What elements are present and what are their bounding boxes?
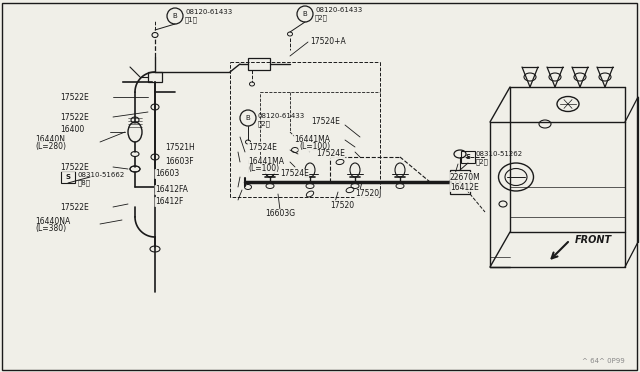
Text: 17522E: 17522E: [60, 202, 89, 212]
Text: (L=280): (L=280): [35, 141, 66, 151]
Text: 08310-51262: 08310-51262: [476, 151, 523, 157]
Text: B: B: [246, 115, 250, 121]
Text: 17521H: 17521H: [165, 144, 195, 153]
Text: 17522E: 17522E: [60, 112, 89, 122]
Text: ^ 64^ 0P99: ^ 64^ 0P99: [582, 358, 625, 364]
Text: 16441MA: 16441MA: [294, 135, 330, 144]
Text: S: S: [65, 174, 70, 180]
Bar: [61, 171, 75, 183]
Text: （2）: （2）: [258, 121, 271, 127]
Text: 17520J: 17520J: [355, 189, 381, 199]
Text: （2）: （2）: [315, 15, 328, 21]
Text: 17524E: 17524E: [316, 150, 345, 158]
Text: 17520: 17520: [330, 201, 354, 209]
Text: 16440N: 16440N: [35, 135, 65, 144]
Text: （2）: （2）: [476, 159, 489, 165]
Text: 16412E: 16412E: [450, 183, 479, 192]
Text: 08120-61433: 08120-61433: [258, 113, 305, 119]
Text: （1）: （1）: [185, 17, 198, 23]
Text: 17524E: 17524E: [280, 170, 309, 179]
Bar: [450, 170, 470, 194]
Bar: [248, 58, 270, 70]
Text: (L=100): (L=100): [248, 164, 279, 173]
Text: 16440NA: 16440NA: [35, 218, 70, 227]
Text: 16412F: 16412F: [155, 198, 184, 206]
Text: （8）: （8）: [78, 180, 91, 186]
Text: 16603G: 16603G: [265, 209, 295, 218]
Text: 16400: 16400: [60, 125, 84, 135]
Bar: [461, 151, 475, 163]
Text: 16603: 16603: [155, 170, 179, 179]
Text: B: B: [303, 11, 307, 17]
Text: 22670M: 22670M: [450, 173, 481, 182]
Text: FRONT: FRONT: [575, 235, 612, 245]
Text: 17522E: 17522E: [60, 93, 89, 102]
Text: 16412FA: 16412FA: [155, 186, 188, 195]
Text: 17520+A: 17520+A: [310, 38, 346, 46]
Text: 08310-51662: 08310-51662: [78, 172, 125, 178]
Text: 16441MA: 16441MA: [248, 157, 284, 167]
Text: 16603F: 16603F: [165, 157, 194, 167]
Text: S: S: [465, 154, 470, 160]
Text: 17524E: 17524E: [311, 118, 340, 126]
Text: (L=380): (L=380): [35, 224, 66, 234]
Text: 08120-61433: 08120-61433: [185, 9, 232, 15]
Text: B: B: [173, 13, 177, 19]
Text: (L=100): (L=100): [299, 142, 330, 151]
Text: 08120-61433: 08120-61433: [315, 7, 362, 13]
Text: 17524E: 17524E: [248, 142, 277, 151]
Bar: [148, 72, 162, 82]
Text: 17522E: 17522E: [60, 163, 89, 171]
